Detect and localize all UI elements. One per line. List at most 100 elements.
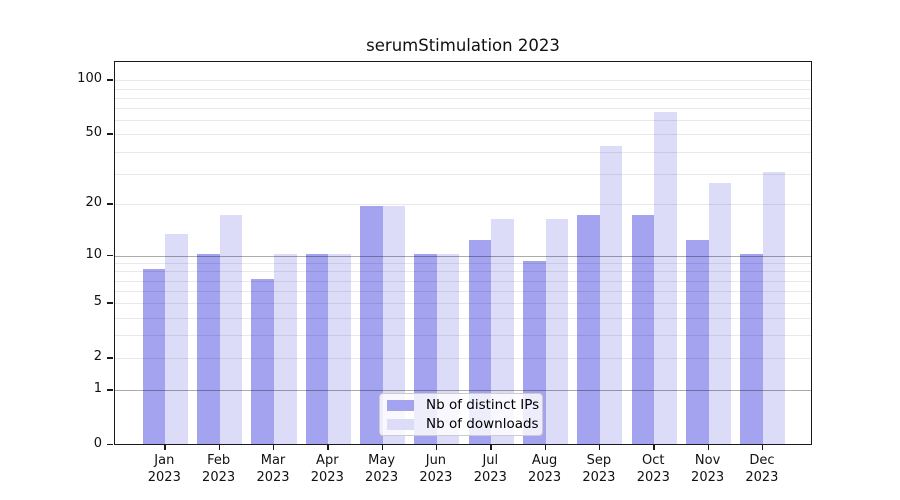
x-tick-year: 2023 bbox=[365, 470, 399, 485]
bar-sep-downloads bbox=[599, 145, 623, 444]
x-tick-label: Jul 2023 bbox=[458, 452, 522, 486]
bar-feb-downloads bbox=[219, 214, 243, 444]
y-tick-mark bbox=[107, 133, 113, 135]
gridline bbox=[115, 271, 811, 273]
x-tick-label: May 2023 bbox=[350, 452, 414, 486]
x-tick-mark bbox=[381, 445, 383, 450]
legend-item: Nb of distinct IPs bbox=[387, 397, 542, 413]
legend-label: Nb of downloads bbox=[426, 416, 539, 432]
bar-jul-downloads bbox=[491, 219, 514, 444]
x-tick-label: Dec 2023 bbox=[730, 452, 794, 486]
x-tick-month: Oct bbox=[642, 453, 665, 468]
gridline bbox=[115, 317, 811, 319]
gridline bbox=[115, 134, 811, 136]
legend: Nb of distinct IPs Nb of downloads bbox=[379, 393, 543, 436]
x-tick-label: Mar 2023 bbox=[241, 452, 305, 486]
x-tick-year: 2023 bbox=[419, 470, 453, 485]
bar-apr-downloads bbox=[328, 253, 351, 444]
x-tick-month: Jul bbox=[482, 453, 499, 468]
x-tick-month: Apr bbox=[316, 453, 339, 468]
gridline bbox=[115, 390, 811, 392]
x-tick-month: Dec bbox=[749, 453, 775, 468]
x-tick-year: 2023 bbox=[745, 470, 779, 485]
gridline bbox=[115, 255, 811, 257]
gridline bbox=[115, 335, 811, 337]
bar-jan-ips bbox=[142, 269, 166, 444]
bar-sep-ips bbox=[577, 214, 600, 444]
y-tick-label: 2 bbox=[93, 349, 102, 365]
bar-oct-ips bbox=[631, 214, 655, 444]
gridline bbox=[115, 204, 811, 206]
bar-may-ips bbox=[360, 206, 383, 444]
gridline bbox=[115, 280, 811, 282]
gridline bbox=[115, 303, 811, 305]
gridline bbox=[115, 120, 811, 122]
x-tick-month: Mar bbox=[260, 453, 286, 468]
x-tick-label: Feb 2023 bbox=[187, 452, 251, 486]
x-tick-mark bbox=[544, 445, 546, 450]
x-tick-mark bbox=[761, 445, 764, 450]
x-tick-mark bbox=[490, 445, 492, 450]
x-tick-mark bbox=[218, 445, 220, 450]
bar-mar-ips bbox=[251, 278, 274, 444]
chart-title: serumStimulation 2023 bbox=[366, 36, 560, 55]
x-tick-year: 2023 bbox=[310, 470, 344, 485]
y-tick-mark bbox=[107, 254, 113, 256]
x-tick-mark bbox=[598, 445, 601, 450]
x-tick-year: 2023 bbox=[147, 470, 181, 485]
bar-oct-downloads bbox=[654, 111, 677, 444]
x-tick-label: Aug 2023 bbox=[513, 452, 577, 486]
bar-nov-ips bbox=[686, 240, 709, 444]
gridline bbox=[115, 358, 811, 360]
x-tick-month: Aug bbox=[531, 453, 558, 468]
legend-swatch bbox=[387, 418, 414, 430]
y-tick-label: 50 bbox=[85, 125, 102, 141]
x-tick-year: 2023 bbox=[256, 470, 290, 485]
bar-jan-downloads bbox=[165, 234, 188, 444]
x-tick-mark bbox=[327, 445, 329, 450]
x-tick-month: Jan bbox=[154, 453, 175, 468]
x-tick-label: Apr 2023 bbox=[295, 452, 359, 486]
bar-mar-downloads bbox=[274, 253, 297, 444]
gridline bbox=[115, 151, 811, 153]
x-tick-mark bbox=[653, 445, 655, 450]
y-tick-mark bbox=[107, 302, 113, 304]
y-tick-mark bbox=[107, 79, 113, 81]
x-tick-month: Nov bbox=[694, 453, 721, 468]
y-tick-label: 5 bbox=[93, 294, 102, 310]
y-tick-mark bbox=[107, 357, 113, 359]
gridline bbox=[115, 291, 811, 293]
x-tick-year: 2023 bbox=[202, 470, 236, 485]
x-tick-month: Jun bbox=[425, 453, 447, 468]
bar-nov-downloads bbox=[708, 182, 732, 444]
legend-item: Nb of downloads bbox=[387, 416, 542, 432]
x-tick-mark bbox=[273, 445, 275, 450]
y-tick-label: 20 bbox=[85, 195, 102, 211]
y-tick-label: 1 bbox=[93, 381, 102, 397]
x-tick-mark bbox=[164, 445, 166, 450]
x-tick-label: Oct 2023 bbox=[621, 452, 685, 486]
x-tick-year: 2023 bbox=[636, 470, 670, 485]
x-tick-label: Jan 2023 bbox=[132, 452, 196, 486]
gridline bbox=[115, 173, 811, 175]
x-tick-year: 2023 bbox=[528, 470, 562, 485]
x-tick-year: 2023 bbox=[582, 470, 616, 485]
x-tick-month: Sep bbox=[586, 453, 612, 468]
x-tick-label: Sep 2023 bbox=[567, 452, 631, 486]
legend-label: Nb of distinct IPs bbox=[426, 397, 540, 413]
y-tick-mark bbox=[107, 444, 113, 446]
bar-feb-ips bbox=[197, 253, 220, 444]
x-tick-label: Jun 2023 bbox=[404, 452, 468, 486]
bar-may-downloads bbox=[382, 206, 406, 444]
bar-aug-downloads bbox=[545, 219, 569, 444]
plot-area: Nb of distinct IPs Nb of downloads bbox=[114, 61, 812, 445]
gridline bbox=[115, 108, 811, 110]
x-tick-mark bbox=[707, 445, 709, 450]
bar-dec-downloads bbox=[762, 171, 786, 444]
x-tick-year: 2023 bbox=[691, 470, 725, 485]
y-tick-mark bbox=[107, 203, 113, 205]
gridline bbox=[115, 88, 811, 90]
legend-swatch bbox=[387, 399, 414, 411]
bar-apr-ips bbox=[305, 253, 329, 444]
